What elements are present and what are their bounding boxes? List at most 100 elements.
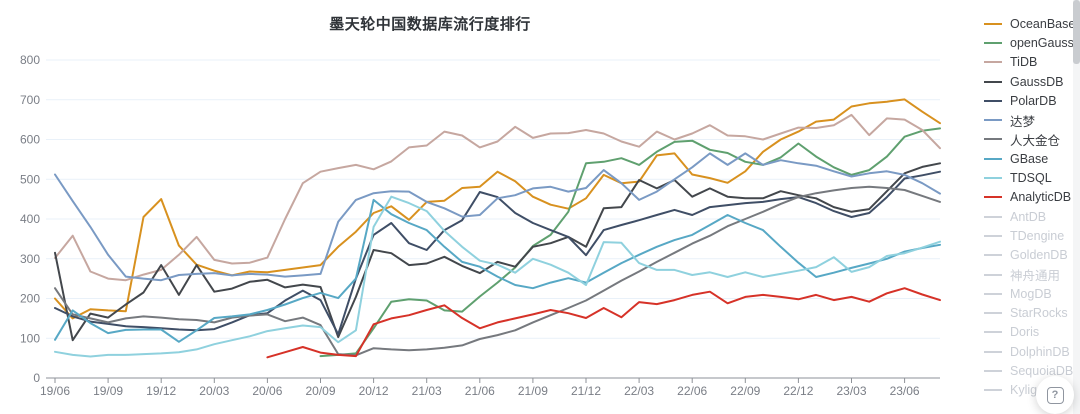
y-axis-tick-label: 700	[20, 93, 40, 107]
legend-swatch-StarRocks	[984, 312, 1002, 315]
legend-swatch-神舟通用	[984, 273, 1002, 276]
legend-label: DolphinDB	[1010, 344, 1070, 359]
y-axis-tick-label: 500	[20, 172, 40, 186]
legend-label: 神舟通用	[1010, 269, 1061, 283]
legend-item-人大金仓[interactable]: 人大金仓	[984, 130, 1076, 149]
legend-label: MogDB	[1010, 286, 1052, 301]
legend-item-TiDB[interactable]: TiDB	[984, 53, 1076, 72]
legend-label: openGauss	[1010, 35, 1074, 50]
legend-label: TiDB	[1010, 55, 1038, 70]
legend-label: PolarDB	[1010, 93, 1057, 108]
x-axis-tick-label: 21/12	[571, 384, 601, 398]
legend-item-TDSQL[interactable]: TDSQL	[984, 168, 1076, 187]
legend-label: GaussDB	[1010, 74, 1064, 89]
y-axis-tick-label: 800	[20, 53, 40, 67]
line-chart: 0 100 200 300 400 500 600 700 800 19/06 19/09 19/12…	[20, 53, 941, 398]
legend-swatch-openGauss	[984, 41, 1002, 44]
legend-item-TDengine[interactable]: TDengine	[984, 226, 1076, 245]
legend-item-MogDB[interactable]: MogDB	[984, 284, 1076, 303]
legend-label: AnalyticDB	[1010, 190, 1072, 205]
legend-swatch-SequoiaDB	[984, 369, 1002, 372]
y-axis-tick-label: 300	[20, 252, 40, 266]
series-line-AnalyticDB	[266, 287, 941, 359]
x-axis-tick-label: 21/03	[412, 384, 442, 398]
legend-label: Doris	[1010, 325, 1040, 340]
x-axis-tick-label: 19/12	[146, 384, 176, 398]
scrollbar-track[interactable]	[1073, 0, 1080, 414]
legend-swatch-人大金仓	[984, 138, 1002, 141]
legend-label: 达梦	[1010, 114, 1036, 129]
legend-label: GBase	[1010, 151, 1049, 166]
x-axis-tick-label: 21/06	[465, 384, 495, 398]
legend-item-AnalyticDB[interactable]: AnalyticDB	[984, 188, 1076, 207]
legend-swatch-PolarDB	[984, 99, 1002, 102]
x-axis-tick-label: 23/03	[836, 384, 866, 398]
legend-item-GBase[interactable]: GBase	[984, 149, 1076, 168]
legend-swatch-GBase	[984, 157, 1002, 160]
series-line-达梦	[54, 152, 941, 282]
legend-swatch-TDSQL	[984, 177, 1002, 180]
legend-swatch-DolphinDB	[984, 350, 1002, 353]
x-axis-tick-label: 20/12	[359, 384, 389, 398]
series-line-GaussDB	[54, 162, 941, 342]
legend-swatch-OceanBase	[984, 22, 1002, 25]
y-axis-tick-label: 400	[20, 212, 40, 226]
legend-swatch-AntDB	[984, 215, 1002, 218]
legend-label: AntDB	[1010, 209, 1047, 224]
legend-item-AntDB[interactable]: AntDB	[984, 207, 1076, 226]
series-line-GBase	[54, 198, 941, 343]
x-axis-tick-label: 23/06	[890, 384, 920, 398]
x-axis-tick-label: 20/09	[305, 384, 335, 398]
x-axis-tick-label: 19/09	[93, 384, 123, 398]
legend-item-DolphinDB[interactable]: DolphinDB	[984, 342, 1076, 361]
series-line-PolarDB	[54, 170, 941, 336]
x-axis-tick-label: 22/03	[624, 384, 654, 398]
x-axis-tick-label: 20/06	[252, 384, 282, 398]
legend-swatch-MogDB	[984, 292, 1002, 295]
y-axis-tick-label: 200	[20, 292, 40, 306]
legend-swatch-TiDB	[984, 61, 1002, 64]
help-button[interactable]: ?	[1036, 376, 1074, 414]
legend-item-Doris[interactable]: Doris	[984, 323, 1076, 342]
legend-item-神舟通用[interactable]: 神舟通用	[984, 265, 1076, 284]
legend-label: SequoiaDB	[1010, 363, 1074, 378]
legend-item-GaussDB[interactable]: GaussDB	[984, 72, 1076, 91]
x-axis-tick-label: 22/06	[677, 384, 707, 398]
legend-swatch-TDengine	[984, 234, 1002, 237]
series-line-人大金仓	[54, 185, 941, 357]
legend-label: TDengine	[1010, 228, 1065, 243]
legend-item-SequoiaDB[interactable]: SequoiaDB	[984, 361, 1076, 380]
legend-item-PolarDB[interactable]: PolarDB	[984, 91, 1076, 110]
legend-item-达梦[interactable]: 达梦	[984, 110, 1076, 129]
series-line-TDSQL	[54, 195, 941, 358]
chart-title: 墨天轮中国数据库流行度排行	[329, 16, 531, 33]
scrollbar-thumb[interactable]	[1073, 0, 1080, 64]
x-axis-tick-label: 20/03	[199, 384, 229, 398]
legend-swatch-GoldenDB	[984, 254, 1002, 257]
legend-label: OceanBase	[1010, 16, 1076, 31]
y-axis-tick-label: 0	[33, 371, 40, 385]
legend-item-openGauss[interactable]: openGauss	[984, 33, 1076, 52]
series-line-TiDB	[54, 113, 941, 282]
legend-swatch-Doris	[984, 331, 1002, 334]
legend-swatch-达梦	[984, 119, 1002, 122]
chart-legend: OceanBase openGauss TiDB GaussDB PolarDB 达梦 人大…	[984, 14, 1076, 400]
legend-swatch-Kyligence	[984, 389, 1002, 392]
legend-item-GoldenDB[interactable]: GoldenDB	[984, 246, 1076, 265]
y-axis-tick-label: 600	[20, 133, 40, 147]
x-axis-tick-label: 22/09	[730, 384, 760, 398]
legend-item-StarRocks[interactable]: StarRocks	[984, 303, 1076, 322]
help-icon: ?	[1046, 386, 1064, 404]
legend-label: TDSQL	[1010, 171, 1052, 186]
legend-item-OceanBase[interactable]: OceanBase	[984, 14, 1076, 33]
legend-label: StarRocks	[1010, 306, 1068, 321]
legend-swatch-GaussDB	[984, 80, 1002, 83]
x-axis-tick-label: 19/06	[40, 384, 70, 398]
x-axis-tick-label: 22/12	[783, 384, 813, 398]
y-axis-tick-label: 100	[20, 331, 40, 345]
series-line-openGauss	[319, 127, 941, 358]
series-line-OceanBase	[54, 98, 941, 320]
legend-swatch-AnalyticDB	[984, 196, 1002, 199]
x-axis-tick-label: 21/09	[518, 384, 548, 398]
